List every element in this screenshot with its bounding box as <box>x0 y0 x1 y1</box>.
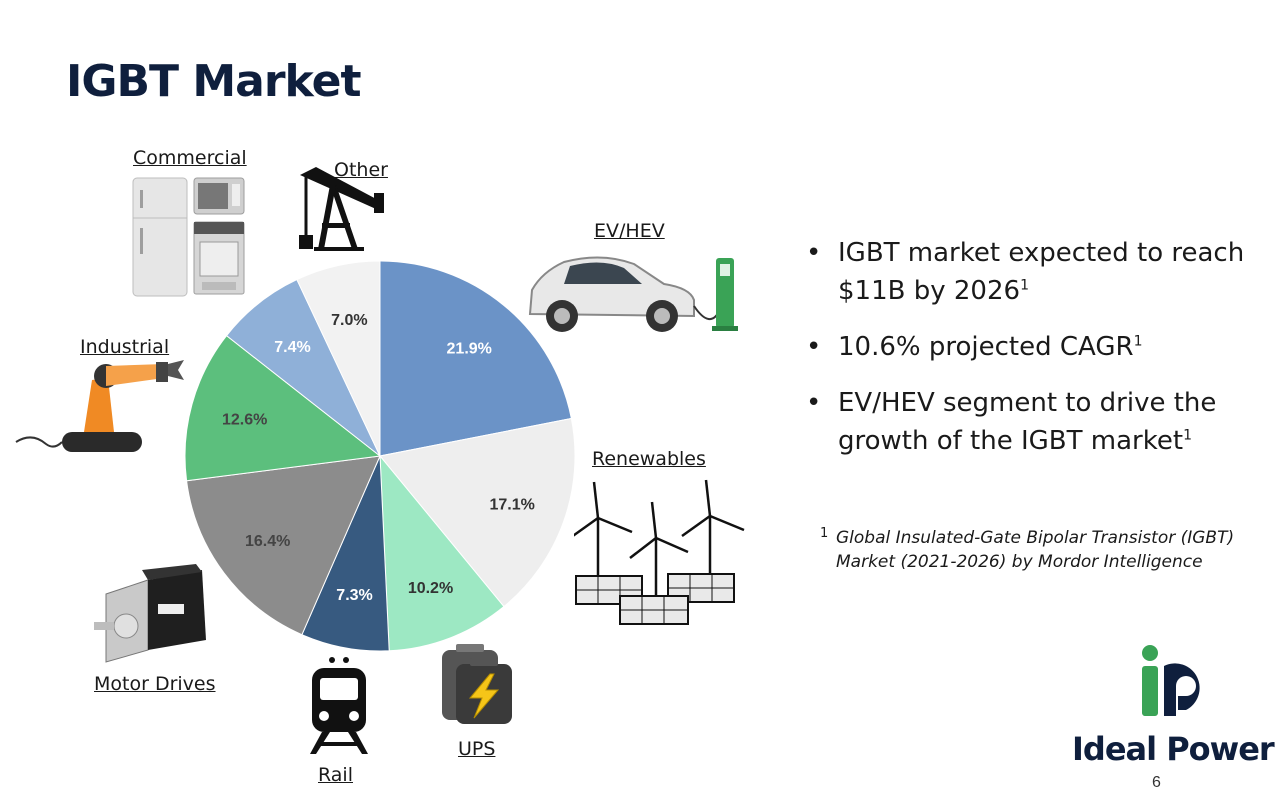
ideal-power-logo-icon <box>1142 645 1200 716</box>
pie-value-label: 10.2% <box>408 580 453 597</box>
label-motor-drives: Motor Drives <box>94 673 216 695</box>
pie-value-label: 12.6% <box>222 412 267 429</box>
ev-car-icon <box>528 256 738 332</box>
pie-value-label: 7.4% <box>274 339 310 356</box>
footnote: 1 Global Insulated-Gate Bipolar Transist… <box>820 526 1260 574</box>
pie-slice-renewables <box>379 417 576 608</box>
label-ev-hev: EV/HEV <box>594 220 665 242</box>
renewables-icon <box>574 479 745 625</box>
pie-slice-ev-hev <box>379 260 572 457</box>
pie-slice-industrial <box>184 334 382 482</box>
pie-slice-other <box>296 260 381 457</box>
market-pie-chart: 21.9% 17.1% 10.2% 7.3% 16.4% 12.6% 7.4% 7.0% <box>184 260 576 652</box>
oil-pump-icon <box>299 167 384 251</box>
pie-slice-ups <box>379 454 505 652</box>
motor-icon <box>94 564 206 663</box>
label-commercial: Commercial <box>133 147 247 169</box>
appliances-icon <box>132 177 245 297</box>
pie-value-label: 21.9% <box>447 341 492 358</box>
footnote-text: Global Insulated-Gate Bipolar Transistor… <box>836 528 1235 572</box>
bullet-list: • IGBT market expected to reach $11B by 2… <box>806 234 1266 478</box>
pie-value-label: 17.1% <box>489 496 534 513</box>
label-rail: Rail <box>318 764 353 786</box>
label-ups: UPS <box>458 738 496 760</box>
train-icon <box>310 657 368 754</box>
battery-icon <box>442 644 512 724</box>
slide-title: IGBT Market <box>66 56 361 107</box>
pie-value-label: 7.0% <box>331 312 367 329</box>
bullet-item: • EV/HEV segment to drive the growth of t… <box>806 388 1217 456</box>
bullet-item: • IGBT market expected to reach $11B by 2… <box>806 238 1245 306</box>
label-industrial: Industrial <box>80 336 170 358</box>
bullet-item: • 10.6% projected CAGR1 <box>806 332 1143 362</box>
page-number: 6 <box>1152 774 1161 791</box>
pie-slice-motor-drives <box>186 455 381 636</box>
robot-arm-icon <box>15 360 184 452</box>
ideal-power-logo-text: Ideal Power <box>1072 730 1275 768</box>
label-other: Other <box>334 159 388 181</box>
pie-value-label: 16.4% <box>245 533 290 550</box>
label-renewables: Renewables <box>592 448 706 470</box>
footnote-mark: 1 <box>820 526 829 541</box>
pie-value-label: 7.3% <box>336 587 372 604</box>
